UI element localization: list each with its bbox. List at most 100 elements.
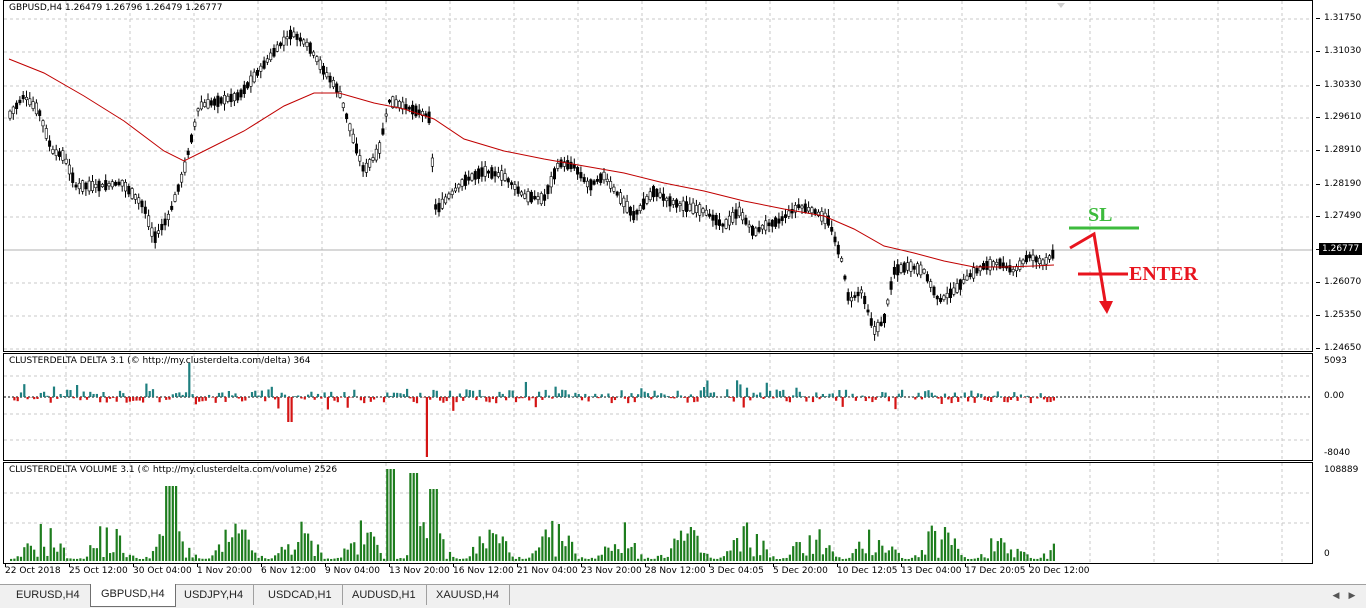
delta-bar-positive	[330, 392, 332, 397]
delta-bar-positive	[254, 391, 256, 397]
volume-bar	[522, 559, 524, 561]
volume-bar	[835, 557, 837, 561]
delta-bar-negative	[277, 397, 279, 408]
volume-bar	[241, 530, 243, 561]
volume-bar	[683, 541, 685, 561]
delta-bar-positive	[182, 395, 184, 397]
candle-body	[157, 231, 159, 234]
volume-bar	[855, 549, 857, 561]
candle-body	[725, 220, 727, 229]
chart-tab[interactable]: GBPUSD,H4	[90, 584, 176, 607]
volume-bar	[63, 548, 65, 561]
candle-body	[534, 196, 536, 199]
candle-body	[956, 283, 958, 292]
volume-bar	[492, 533, 494, 561]
volume-bar	[677, 540, 679, 561]
candle-body	[35, 103, 37, 114]
volume-indicator-pane[interactable]: CLUSTERDELTA VOLUME 3.1 (© http://my.clu…	[3, 462, 1313, 564]
candle-body	[748, 225, 750, 227]
delta-bar-positive	[815, 392, 817, 397]
candle-body	[982, 263, 984, 269]
time-axis-label: 22 Oct 2018	[5, 566, 61, 576]
delta-bar-negative	[914, 397, 916, 399]
chart-tab[interactable]: USDCAD,H1	[258, 585, 343, 605]
volume-bar	[977, 558, 979, 561]
price-chart-canvas	[4, 1, 1313, 352]
volume-bar	[710, 558, 712, 561]
volume-bar	[627, 548, 629, 561]
volume-bar	[888, 550, 890, 561]
delta-bar-negative	[215, 397, 217, 403]
volume-bar	[300, 522, 302, 561]
candle-body	[91, 181, 93, 190]
delta-bar-positive	[145, 384, 147, 397]
candle-body	[233, 94, 235, 101]
candle-body	[98, 181, 100, 191]
candle-body	[811, 208, 813, 213]
chart-tab[interactable]: EURUSD,H4	[6, 585, 91, 605]
delta-bar-positive	[555, 387, 557, 397]
candle-body	[207, 99, 209, 108]
candle-body	[385, 114, 387, 116]
delta-bar-positive	[1040, 393, 1042, 397]
delta-bar-negative	[327, 397, 329, 409]
volume-bar	[99, 526, 101, 561]
candle-body	[250, 76, 252, 86]
price-axis-tick	[1316, 150, 1320, 151]
candle-body	[939, 298, 941, 301]
chart-tab[interactable]: USDJPY,H4	[174, 585, 254, 605]
candle-body	[237, 93, 239, 100]
candle-body	[807, 207, 809, 211]
chart-tab[interactable]: XAUUSD,H4	[426, 585, 510, 605]
candle-body	[171, 206, 173, 209]
candle-body	[708, 214, 710, 216]
delta-bar-positive	[677, 391, 679, 397]
volume-bar	[769, 557, 771, 561]
volume-bar	[700, 553, 702, 561]
price-chart-pane[interactable]: GBPUSD,H4 1.26479 1.26796 1.26479 1.2677…	[3, 0, 1313, 352]
candle-body	[326, 73, 328, 77]
candle-body	[131, 189, 133, 199]
volume-bar	[997, 541, 999, 561]
volume-bar	[729, 551, 731, 561]
candle-body	[916, 264, 918, 274]
volume-bar	[489, 530, 491, 561]
candle-body	[966, 276, 968, 280]
candle-body	[9, 111, 11, 118]
candle-body	[141, 201, 143, 207]
volume-bar	[601, 555, 603, 561]
candle-body	[138, 198, 140, 203]
candle-body	[319, 60, 321, 69]
volume-bar	[1050, 550, 1052, 561]
volume-bar	[927, 531, 929, 561]
candle-body	[870, 319, 872, 326]
candle-body	[48, 141, 50, 147]
delta-bar-positive	[1020, 394, 1022, 397]
volume-bar	[776, 559, 778, 561]
delta-bar-positive	[482, 396, 484, 397]
delta-bar-negative	[139, 397, 141, 401]
delta-bar-positive	[20, 392, 22, 397]
tab-scroll-right-icon[interactable]: ▶	[1346, 590, 1358, 602]
candle-body	[850, 297, 852, 301]
delta-bar-positive	[680, 395, 682, 397]
volume-bar	[409, 473, 411, 561]
candle-body	[1042, 260, 1044, 265]
candle-body	[857, 292, 859, 296]
volume-bar	[449, 552, 451, 561]
delta-bar-positive	[822, 394, 824, 397]
delta-indicator-pane[interactable]: CLUSTERDELTA DELTA 3.1 (© http://my.clus…	[3, 353, 1313, 461]
volume-bar	[647, 558, 649, 561]
candle-body	[15, 103, 17, 109]
delta-bar-negative	[198, 397, 200, 402]
delta-bar-negative	[333, 397, 335, 401]
delta-bar-positive	[881, 392, 883, 397]
candle-body	[227, 96, 229, 101]
chart-tab[interactable]: AUDUSD,H1	[342, 585, 427, 605]
candle-body	[220, 98, 222, 104]
delta-bar-negative	[786, 397, 788, 401]
volume-bar	[531, 553, 533, 561]
volume-bar	[192, 557, 194, 561]
tab-scroll-left-icon[interactable]: ◀	[1330, 590, 1342, 602]
delta-bar-negative	[541, 397, 543, 400]
